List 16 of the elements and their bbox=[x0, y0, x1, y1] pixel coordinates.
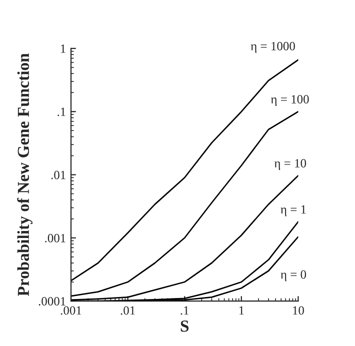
y-tick-label: .001 bbox=[45, 234, 66, 242]
y-tick-label: 1 bbox=[60, 44, 66, 53]
x-axis-title: S bbox=[180, 320, 189, 332]
y-axis-title: Probability of New Gene Function bbox=[17, 53, 32, 296]
x-tick-label: 10 bbox=[293, 306, 304, 315]
x-tick-label: .01 bbox=[120, 306, 135, 315]
y-tick-label: .0001 bbox=[38, 297, 66, 306]
x-tick-label: .1 bbox=[180, 306, 189, 315]
y-tick-label: .01 bbox=[51, 170, 66, 180]
series-label: η = 10 bbox=[274, 159, 306, 170]
series-label: η = 0 bbox=[280, 270, 306, 282]
x-tick-label: 1 bbox=[239, 306, 244, 315]
series-label: η = 1000 bbox=[250, 42, 295, 53]
series-label: η = 1 bbox=[280, 205, 306, 216]
series-label: η = 100 bbox=[270, 95, 309, 106]
y-tick-label: .1 bbox=[58, 108, 66, 116]
